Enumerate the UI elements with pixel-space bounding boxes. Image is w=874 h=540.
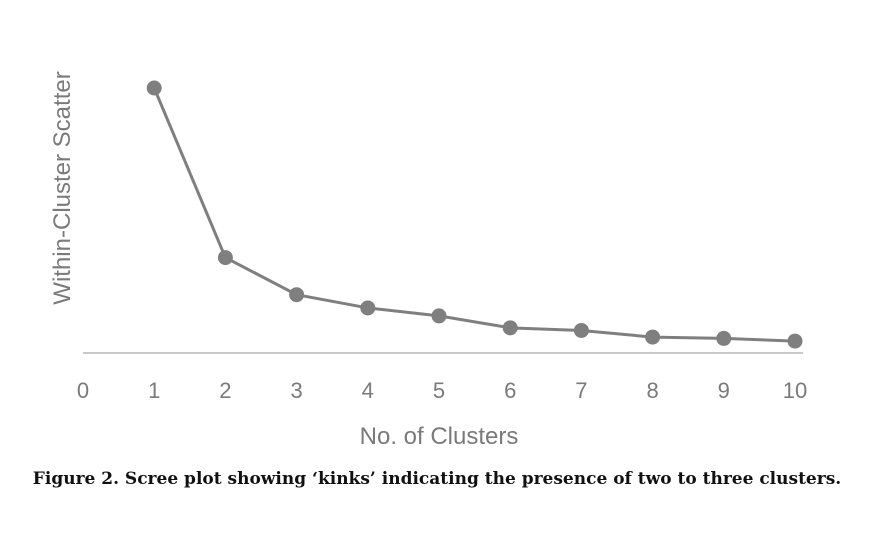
x-tick-label: 1 — [148, 378, 160, 403]
x-tick-labels: 0 1 2 3 4 5 6 7 8 9 10 — [77, 378, 807, 403]
data-point — [217, 250, 233, 266]
figure-caption: Figure 2. Scree plot showing ‘kinks’ ind… — [0, 466, 874, 492]
x-tick-label: 0 — [77, 378, 89, 403]
x-tick-label: 7 — [575, 378, 587, 403]
data-point — [146, 80, 162, 96]
x-tick-label: 4 — [362, 378, 374, 403]
y-axis-title: Within-Cluster Scatter — [49, 71, 76, 304]
data-point — [645, 329, 661, 345]
x-tick-label: 5 — [433, 378, 445, 403]
x-axis-title: No. of Clusters — [360, 423, 519, 450]
data-point — [573, 322, 589, 338]
x-tick-label: 2 — [219, 378, 231, 403]
data-point — [360, 300, 376, 316]
series-line — [152, 87, 796, 343]
x-tick-label: 8 — [646, 378, 658, 403]
x-tick-label: 6 — [504, 378, 516, 403]
data-point — [716, 330, 732, 346]
series-line-group — [152, 87, 796, 343]
figure-caption-text: Figure 2. Scree plot showing ‘kinks’ ind… — [32, 469, 842, 489]
data-points — [146, 80, 803, 349]
data-point — [431, 308, 447, 324]
data-point — [787, 333, 803, 349]
data-point — [289, 287, 305, 303]
data-point — [502, 320, 518, 336]
x-tick-label: 9 — [718, 378, 730, 403]
x-tick-label: 10 — [783, 378, 807, 403]
x-tick-label: 3 — [290, 378, 302, 403]
